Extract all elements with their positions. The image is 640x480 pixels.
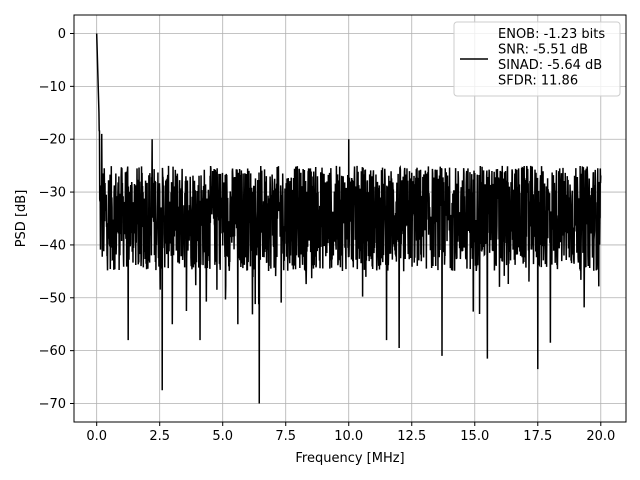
x-tick-label: 7.5 bbox=[275, 429, 296, 444]
legend-box bbox=[453, 21, 621, 97]
y-tick-label: −30 bbox=[39, 186, 66, 201]
legend: ENOB: -1.23 bits SNR: -5.51 dB SINAD: -5.6… bbox=[453, 21, 621, 97]
plot-frame bbox=[73, 14, 627, 423]
x-tick-label: 15.0 bbox=[460, 429, 489, 444]
y-tick-label: −20 bbox=[39, 133, 66, 148]
x-tick-label: 10.0 bbox=[334, 429, 363, 444]
x-axis-ticks: 0.0 2.5 5.0 7.5 10.0 12.5 15.0 17.5 20.0 bbox=[86, 422, 615, 444]
x-tick-label: 2.5 bbox=[149, 429, 170, 444]
x-tick-label: 17.5 bbox=[523, 429, 552, 444]
legend-label: ENOB: -1.23 bits SNR: -5.51 dB SINAD: -5.6… bbox=[498, 27, 605, 89]
y-tick-label: 0 bbox=[58, 27, 66, 42]
y-tick-label: −70 bbox=[39, 397, 66, 412]
y-axis-label: PSD [dB] bbox=[14, 190, 29, 248]
x-tick-label: 12.5 bbox=[397, 429, 426, 444]
y-tick-label: −60 bbox=[39, 344, 66, 359]
psd-line bbox=[95, 33, 602, 404]
x-tick-label: 0.0 bbox=[86, 429, 107, 444]
x-axis-label: Frequency [MHz] bbox=[295, 451, 404, 466]
x-tick-label: 5.0 bbox=[212, 429, 233, 444]
y-tick-label: −40 bbox=[39, 238, 66, 253]
y-tick-label: −50 bbox=[39, 291, 66, 306]
y-tick-label: −10 bbox=[39, 80, 66, 95]
x-tick-label: 20.0 bbox=[586, 429, 615, 444]
y-axis-ticks: 0 −10 −20 −30 −40 −50 −60 −70 bbox=[39, 27, 74, 412]
